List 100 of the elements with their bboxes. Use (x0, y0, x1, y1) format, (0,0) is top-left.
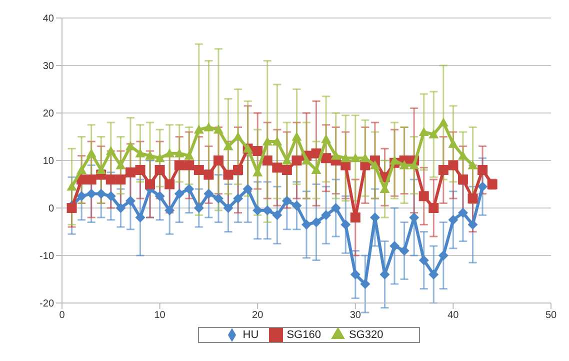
x-tick-label: 0 (59, 310, 66, 322)
point (194, 124, 204, 134)
y-tick-label: 0 (48, 204, 54, 215)
point (282, 165, 292, 175)
point (282, 156, 292, 164)
y-tick-label: 40 (42, 14, 54, 25)
point (262, 156, 272, 166)
point (125, 196, 136, 206)
point (154, 153, 165, 162)
point (106, 174, 116, 184)
x-tick-label: 20 (252, 310, 264, 322)
point (154, 191, 165, 202)
point (233, 165, 244, 175)
y-tick-label: 30 (42, 61, 54, 72)
point (262, 205, 272, 216)
y-tick-label: 20 (42, 108, 54, 120)
point (350, 212, 360, 222)
point (399, 246, 410, 256)
point (66, 203, 77, 213)
point (116, 203, 126, 213)
point (311, 165, 322, 174)
point (370, 160, 380, 170)
point (154, 165, 165, 175)
point (448, 138, 458, 148)
y-tick-label: 10 (42, 156, 54, 168)
point (272, 210, 282, 220)
point (184, 150, 194, 160)
point (135, 165, 146, 175)
point (194, 165, 204, 175)
point (76, 191, 87, 202)
point (116, 160, 126, 170)
point (360, 279, 370, 289)
point (311, 217, 322, 228)
legend-label: HU (242, 328, 259, 341)
point (390, 156, 400, 164)
y-tick-label: -10 (40, 251, 54, 262)
point (330, 150, 341, 160)
point (86, 148, 96, 158)
point (468, 220, 478, 230)
point (272, 136, 282, 146)
point (418, 191, 429, 202)
point (252, 205, 263, 216)
point (350, 153, 360, 162)
point (321, 134, 332, 144)
point (145, 150, 156, 160)
point (478, 182, 488, 192)
point (321, 210, 332, 220)
point (418, 127, 429, 136)
point (380, 270, 390, 280)
point (204, 170, 214, 180)
point (438, 250, 448, 260)
point (116, 174, 126, 184)
point (252, 146, 263, 156)
point (448, 214, 458, 225)
x-tick-label: 40 (448, 310, 460, 322)
x-tick-label: 30 (350, 310, 362, 322)
point (135, 212, 146, 222)
y-tick-label: -20 (40, 298, 54, 310)
point (164, 179, 175, 190)
point (428, 270, 439, 280)
point (409, 160, 420, 170)
point (399, 160, 410, 170)
point (428, 129, 439, 138)
point (135, 148, 146, 158)
point (292, 156, 302, 166)
point (272, 162, 282, 173)
point (468, 160, 478, 170)
x-tick-label: 50 (545, 310, 557, 322)
point (438, 118, 448, 126)
point (418, 255, 429, 266)
point (350, 270, 360, 280)
point (438, 165, 448, 175)
point (223, 170, 234, 180)
point (458, 150, 468, 160)
point (468, 194, 478, 204)
legend-label: SG160 (286, 328, 321, 341)
point (125, 167, 136, 178)
point (213, 156, 224, 166)
legend-label: SG320 (348, 328, 384, 341)
point (448, 160, 458, 170)
point (164, 205, 175, 216)
point (96, 188, 106, 199)
point (340, 220, 351, 230)
point (321, 153, 332, 164)
point (233, 194, 244, 204)
x-tick-label: 10 (154, 310, 166, 322)
point (292, 200, 302, 211)
point (390, 241, 400, 251)
point (380, 184, 390, 193)
point (174, 188, 184, 199)
point (428, 203, 439, 213)
point (302, 220, 312, 230)
point (478, 165, 488, 175)
point (213, 194, 224, 204)
point (174, 148, 184, 158)
point (262, 136, 272, 146)
point (86, 188, 96, 199)
point (213, 124, 224, 134)
point (233, 132, 244, 141)
point (458, 208, 468, 218)
